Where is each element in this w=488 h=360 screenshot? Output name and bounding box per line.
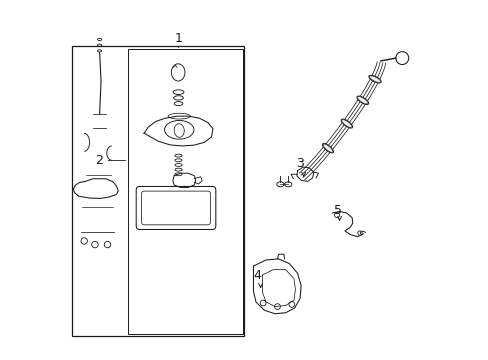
Ellipse shape: [341, 119, 352, 128]
Text: 4: 4: [253, 269, 261, 282]
Text: 5: 5: [333, 204, 341, 217]
Text: 2: 2: [95, 154, 103, 167]
Ellipse shape: [368, 75, 381, 83]
Ellipse shape: [322, 143, 333, 153]
Text: 3: 3: [296, 157, 304, 170]
Text: 1: 1: [174, 32, 182, 45]
Bar: [72, 45, 244, 336]
Bar: [128, 49, 242, 334]
Ellipse shape: [356, 96, 368, 105]
